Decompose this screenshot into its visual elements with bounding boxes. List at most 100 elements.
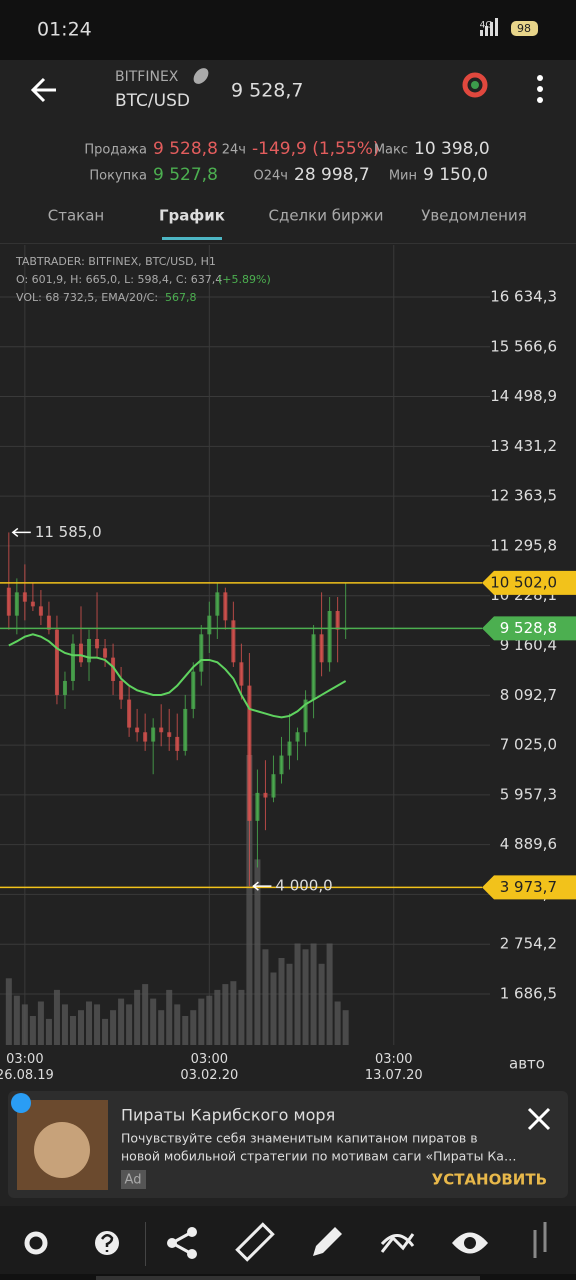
annotation-arrow (11, 527, 31, 538)
tab[interactable]: Стакан (48, 207, 104, 225)
volume-bar (53, 989, 60, 1045)
candle-body (46, 615, 51, 630)
signal (480, 30, 483, 36)
chart-info: TABTRADER: BITFINEX, BTC/USD, H1 (15, 255, 216, 268)
price: 9 528,7 (231, 80, 304, 102)
tab[interactable]: Сделки биржи (268, 207, 383, 225)
volume-bar (37, 1001, 44, 1045)
y-tick-label: 12 363,5 (490, 487, 557, 505)
candles-icon[interactable] (533, 1222, 547, 1258)
price-badge (482, 875, 576, 900)
currency-logo[interactable] (462, 72, 488, 98)
volume-bar (334, 1001, 341, 1045)
volume-bar (69, 1016, 76, 1045)
candle-body (111, 657, 116, 681)
candle-body (167, 732, 172, 737)
candle-body (303, 699, 308, 733)
candle-body (143, 732, 148, 742)
candle-body (199, 634, 204, 672)
pair: BTC/USD (115, 91, 190, 111)
volume-bar (302, 949, 309, 1045)
ad-close[interactable] (527, 1107, 551, 1131)
network: 4G (480, 21, 493, 31)
chart-info-ema: 567,8 (165, 291, 197, 304)
y-tick-label: 1 686,5 (500, 985, 557, 1003)
eye-pupil (464, 1237, 476, 1249)
candle-body (62, 680, 67, 695)
candle-body (87, 638, 92, 663)
volume-bar (262, 949, 269, 1045)
stat-value: 9 528,8 (153, 139, 218, 159)
volume-bar (150, 998, 157, 1045)
x-tick-label: 03:00 03.02.20 (180, 1052, 238, 1083)
candle-body (207, 615, 212, 635)
volume-bar (21, 1004, 28, 1045)
candle-body (247, 685, 252, 821)
tab-active[interactable]: График (159, 207, 225, 225)
menu-dot[interactable] (537, 97, 543, 103)
candle-body (183, 708, 188, 751)
leaf-icon (193, 68, 209, 84)
volume-bar (102, 1018, 109, 1045)
volume-bar (246, 755, 253, 1045)
candle-body (231, 620, 236, 663)
volume-bar (45, 1018, 52, 1045)
stat-label: Продажа (84, 143, 147, 158)
stat-value: 9 527,8 (153, 165, 218, 185)
volume-bar (198, 998, 205, 1045)
candle-body (287, 741, 292, 756)
menu-dot[interactable] (537, 86, 543, 92)
ad-info-icon[interactable] (11, 1093, 31, 1113)
ad-badge-bg (121, 1170, 146, 1189)
signal (490, 22, 493, 36)
scale-mode[interactable]: авто (509, 1055, 545, 1073)
settings-icon[interactable] (24, 1231, 48, 1255)
y-tick-label: 16 634,3 (490, 287, 557, 305)
volume-bar (326, 943, 333, 1045)
ad-action[interactable]: УСТАНОВИТЬ (432, 1171, 547, 1189)
stat-value: 9 150,0 (423, 165, 488, 185)
ruler-icon[interactable] (235, 1222, 275, 1262)
chart-overlay: TABTRADER: BITFINEX, BTC/USD, H1 O: 601,… (15, 255, 545, 1073)
stat-label: Макс (374, 143, 408, 158)
ad-banner[interactable] (8, 1091, 568, 1198)
chart-info-change: (+5.89%) (218, 273, 271, 286)
candle-body (263, 792, 268, 798)
volume-bar (190, 1010, 197, 1045)
candle-body (14, 592, 19, 616)
volume-bar (134, 989, 141, 1045)
menu-dot[interactable] (537, 75, 543, 81)
candle-body (38, 606, 43, 616)
candle-body (127, 699, 132, 728)
volume-bar (158, 1010, 165, 1045)
y-tick-label: 2 754,2 (500, 935, 557, 953)
volume-bar (29, 1016, 36, 1045)
tab[interactable]: Уведомления (421, 207, 526, 225)
volume-bar (270, 972, 277, 1045)
stat-label: Мин (389, 169, 417, 184)
annotation-label: 11 585,0 (35, 523, 102, 541)
volume-bar (118, 998, 125, 1045)
back-button[interactable] (30, 77, 56, 103)
candle-body (327, 611, 332, 663)
candle-body (151, 727, 156, 742)
ad-text: новой мобильной стратегии по мотивам саг… (121, 1149, 516, 1164)
candle-body (22, 592, 27, 602)
share-node (187, 1249, 197, 1259)
volume-bar (222, 984, 229, 1045)
share-node (167, 1238, 177, 1248)
volume-bar (13, 995, 20, 1045)
y-tick-label: 8 092,7 (500, 686, 557, 704)
pencil-icon[interactable] (313, 1227, 342, 1256)
candle-body (95, 638, 100, 649)
candle-body (78, 643, 83, 663)
battery-level: 98 (517, 22, 531, 35)
signal (495, 18, 498, 36)
candle-body (70, 643, 75, 681)
candle-body (159, 727, 164, 733)
stat-label: Покупка (89, 169, 147, 184)
nav-handle (96, 1276, 480, 1280)
volume-bar (278, 958, 285, 1045)
